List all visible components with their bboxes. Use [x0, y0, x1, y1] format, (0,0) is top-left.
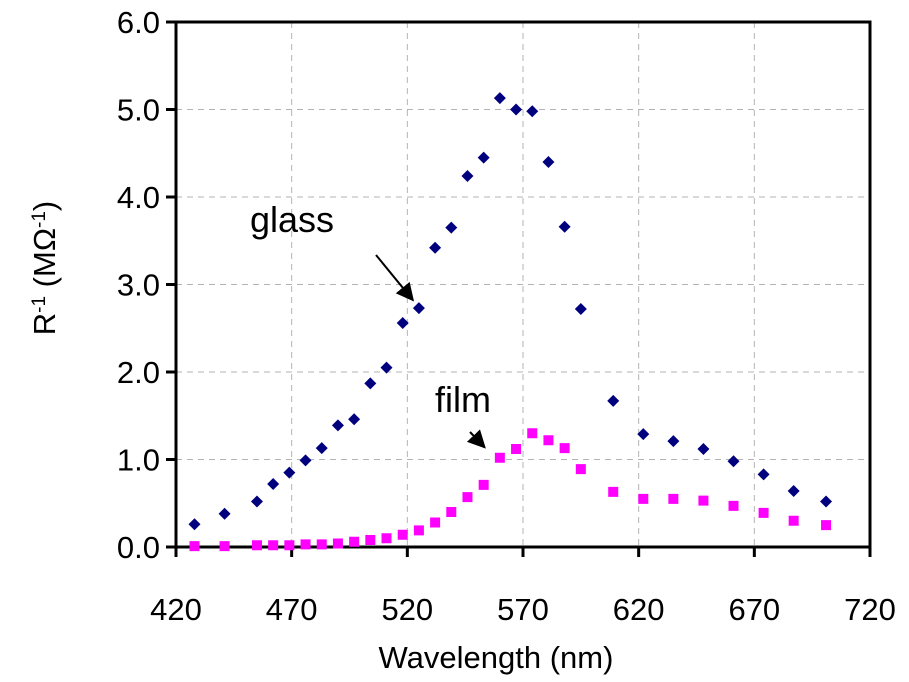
- x-tick-label: 520: [381, 592, 433, 627]
- glass-point: [667, 435, 680, 448]
- glass-point: [542, 156, 555, 168]
- film-point: [638, 493, 649, 504]
- film-point: [381, 533, 392, 544]
- film-point: [349, 536, 360, 547]
- glass-point: [820, 495, 833, 508]
- film-point: [446, 507, 457, 517]
- glass-point: [697, 443, 710, 455]
- glass-point: [526, 105, 539, 118]
- film-point: [397, 529, 408, 540]
- film-point: [251, 540, 262, 551]
- glass-point: [445, 221, 458, 234]
- film-point: [758, 507, 769, 518]
- glass-point: [331, 419, 344, 432]
- y-axis-title-main: R: [27, 313, 62, 335]
- film-point: [788, 515, 799, 526]
- axis-ticks: [166, 20, 872, 557]
- glass-point: [188, 518, 201, 531]
- series-film: [189, 428, 832, 552]
- x-tick-label: 420: [150, 592, 202, 627]
- film-point: [430, 517, 441, 528]
- x-axis-title: Wavelength (nm): [379, 640, 614, 675]
- y-axis-title-end: ): [27, 201, 62, 211]
- x-tick-label: 470: [266, 592, 318, 627]
- y-tick-label: 4.0: [117, 180, 160, 215]
- glass-point: [348, 413, 361, 426]
- glass-point: [461, 170, 474, 182]
- film-point: [300, 539, 311, 550]
- film-point: [268, 540, 279, 551]
- film-point: [728, 500, 739, 511]
- y-axis-title-sup2: -1: [29, 211, 50, 228]
- glass-point: [250, 495, 263, 508]
- film-point: [365, 535, 376, 545]
- annotations: glass film: [250, 199, 491, 449]
- glass-point: [396, 317, 409, 329]
- annotation-glass-label: glass: [250, 199, 334, 240]
- glass-point: [299, 454, 312, 467]
- annotation-film-arrow: [466, 429, 486, 449]
- y-tick-label: 0.0: [117, 530, 160, 565]
- x-tick-label: 620: [613, 592, 665, 627]
- glass-point: [757, 468, 770, 481]
- film-point: [316, 539, 327, 550]
- glass-point: [558, 220, 571, 233]
- glass-point: [267, 478, 280, 490]
- film-point: [332, 538, 343, 549]
- glass-point: [493, 92, 506, 105]
- data-series: [188, 92, 833, 552]
- film-point: [559, 443, 570, 454]
- glass-point: [727, 455, 740, 468]
- glass-point: [637, 428, 650, 441]
- annotation-glass-arrow: [375, 254, 415, 302]
- y-tick-label: 5.0: [117, 93, 160, 128]
- glass-point: [607, 394, 620, 407]
- glass-point: [412, 302, 425, 315]
- film-point: [413, 525, 424, 536]
- glass-point: [429, 241, 442, 254]
- film-point: [494, 452, 505, 463]
- glass-point: [218, 507, 231, 520]
- y-tick-label: 6.0: [117, 5, 160, 40]
- film-point: [478, 479, 489, 490]
- film-point: [668, 493, 679, 504]
- x-tick-label: 670: [728, 592, 780, 627]
- glass-point: [315, 442, 328, 455]
- y-axis-title-mid: (MΩ: [27, 228, 62, 296]
- film-point: [698, 495, 709, 506]
- glass-point: [574, 303, 587, 315]
- y-tick-label: 2.0: [117, 355, 160, 390]
- y-axis-tick-labels: 0.0 1.0 2.0 3.0 4.0 5.0 6.0: [117, 5, 160, 565]
- glass-point: [283, 466, 296, 479]
- y-tick-label: 3.0: [117, 268, 160, 303]
- film-point: [284, 540, 295, 551]
- glass-point: [364, 377, 377, 390]
- film-point: [608, 486, 619, 497]
- film-point: [219, 541, 230, 552]
- film-point: [575, 464, 586, 475]
- film-point: [511, 444, 522, 454]
- film-point: [189, 541, 200, 552]
- annotation-film-label: film: [435, 379, 491, 420]
- glass-point: [787, 485, 800, 497]
- film-point: [543, 435, 554, 446]
- x-tick-label: 720: [844, 592, 896, 627]
- glass-point: [510, 103, 523, 116]
- film-point: [462, 492, 473, 503]
- x-axis-tick-labels: 420 470 520 570 620 670 720: [150, 592, 896, 627]
- grid: [176, 22, 870, 547]
- glass-point: [380, 361, 393, 374]
- series-glass: [188, 92, 833, 531]
- x-tick-label: 570: [497, 592, 549, 627]
- film-point: [821, 520, 832, 531]
- film-point: [527, 428, 538, 439]
- y-tick-label: 1.0: [117, 443, 160, 478]
- y-axis-title-sup1: -1: [29, 296, 50, 313]
- glass-point: [477, 151, 490, 164]
- y-axis-title: R-1 (MΩ-1): [27, 201, 62, 335]
